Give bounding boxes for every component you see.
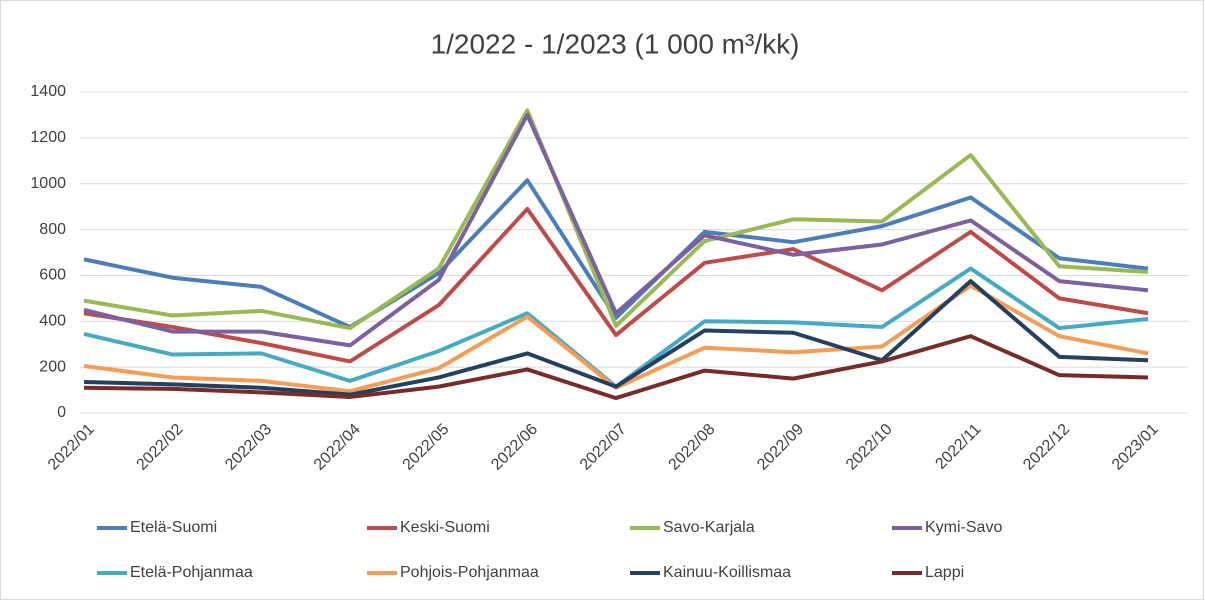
legend-label: Etelä-Suomi — [130, 519, 217, 536]
y-tick-label: 1000 — [30, 175, 66, 192]
legend-label: Pohjois-Pohjanmaa — [400, 564, 539, 581]
series-line — [83, 178, 1149, 330]
legend-label: Kainuu-Koillismaa — [663, 564, 791, 581]
series-line — [83, 334, 1149, 401]
series-line — [83, 279, 1149, 397]
legend-label: Keski-Suomi — [400, 519, 490, 536]
legend-label: Lappi — [925, 564, 964, 581]
legend-label: Savo-Karjala — [663, 519, 755, 536]
y-tick-label: 400 — [39, 313, 66, 330]
y-tick-label: 200 — [39, 358, 66, 375]
legend-label: Etelä-Pohjanmaa — [130, 564, 253, 581]
series-line — [83, 112, 1149, 348]
series-line — [83, 206, 1149, 364]
chart-title: 1/2022 - 1/2023 (1 000 m³/kk) — [431, 28, 800, 59]
y-tick-label: 1200 — [30, 129, 66, 146]
y-tick-label: 600 — [39, 267, 66, 284]
y-tick-label: 1400 — [30, 83, 66, 100]
legend-label: Kymi-Savo — [925, 519, 1002, 536]
y-tick-label: 0 — [57, 404, 66, 421]
series-line — [83, 108, 1149, 331]
y-tick-label: 800 — [39, 221, 66, 238]
